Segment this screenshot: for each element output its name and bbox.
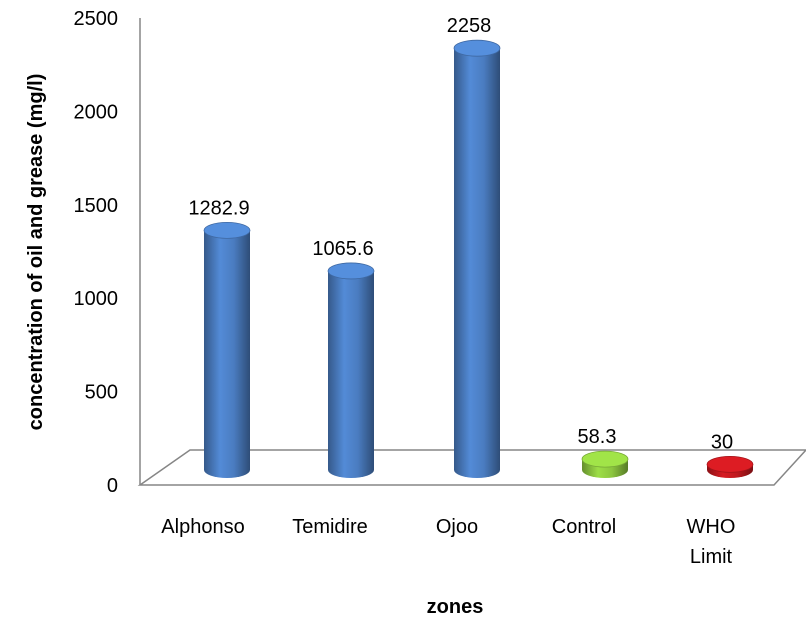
x-tick-label: Control	[552, 516, 616, 538]
y-tick-label: 500	[85, 382, 118, 404]
y-tick-label: 0	[107, 475, 118, 497]
x-tick-label: Temidire	[292, 516, 368, 538]
data-label: 1065.6	[312, 238, 373, 260]
y-tick-label: 1500	[74, 195, 119, 217]
bar-top-cap	[203, 221, 251, 239]
bar-ojoo	[454, 48, 500, 479]
bar-top-cap	[581, 450, 629, 468]
y-tick-label: 1000	[74, 288, 119, 310]
bar-top-cap	[327, 262, 375, 280]
data-label: 2258	[447, 15, 492, 37]
x-tick-label: Ojoo	[436, 516, 478, 538]
bar-top-cap	[453, 39, 501, 57]
bar-top-cap	[706, 455, 754, 473]
data-label: 1282.9	[188, 197, 249, 219]
y-tick-label: 2000	[74, 101, 119, 123]
bar-alphonso	[204, 230, 250, 478]
chart-floor	[137, 449, 806, 486]
x-tick-label: Alphonso	[161, 516, 244, 538]
bar-temidire	[328, 270, 374, 478]
data-label: 30	[711, 431, 733, 453]
y-axis-title: concentration of oil and grease (mg/l)	[25, 74, 47, 431]
x-tick-label: WHO Limit	[687, 516, 736, 568]
y-ticks: 0 500 1000 1500 2000 2500	[74, 8, 119, 497]
y-tick-label: 2500	[74, 8, 119, 30]
x-axis-title: zones	[427, 596, 484, 618]
x-ticks: Alphonso Temidire Ojoo Control WHO Limit	[161, 516, 735, 568]
bars: 1282.9 1065.6 2258 58.3 30	[188, 15, 754, 479]
data-label: 58.3	[578, 426, 617, 448]
